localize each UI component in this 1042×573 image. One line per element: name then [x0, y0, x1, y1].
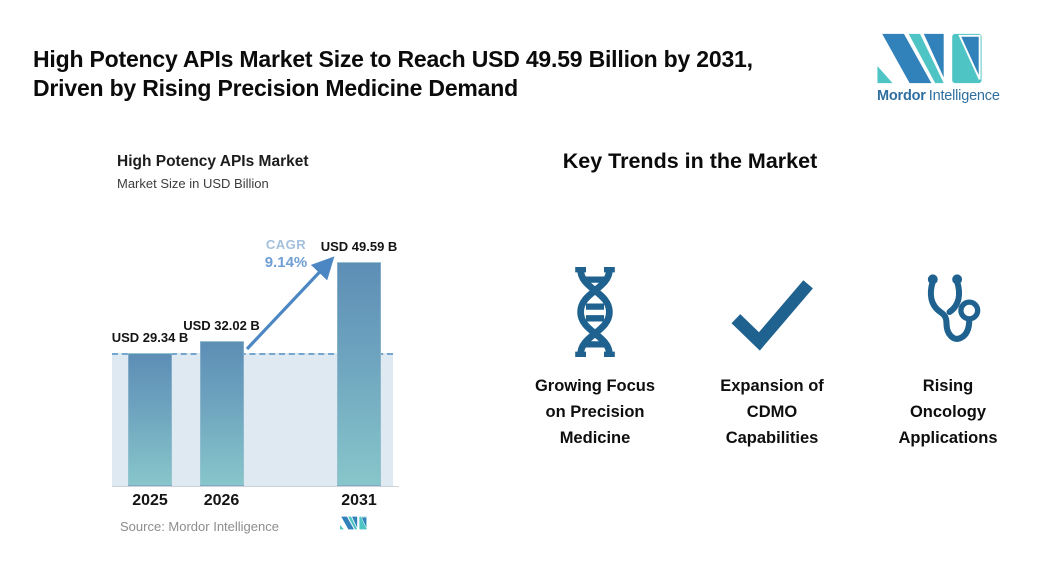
page-title-line1: High Potency APIs Market Size to Reach U… [33, 46, 753, 73]
trend-item-precision-medicine: Growing Focus on Precision Medicine [500, 258, 690, 451]
cagr-growth-arrow-icon [245, 256, 335, 351]
trend-caption: Expansion of CDMO Capabilities [677, 373, 867, 451]
trend-caption-line: on Precision [545, 403, 645, 421]
bar-value-label: USD 49.59 B [320, 239, 398, 254]
trend-caption-line: Capabilities [725, 429, 819, 447]
brand-name: Mordor Intelligence [877, 88, 1000, 104]
trend-icon-box [500, 258, 690, 366]
source-text: Source: Mordor Intelligence [120, 519, 279, 534]
bar-2025 [128, 353, 172, 486]
bar-2031 [337, 262, 381, 486]
x-axis-line [112, 486, 399, 487]
trend-caption: Growing Focus on Precision Medicine [500, 373, 690, 451]
mordor-logo-small-icon [340, 516, 367, 530]
checkmark-icon [731, 280, 813, 351]
trend-caption-line: Applications [898, 429, 998, 447]
trend-caption: Rising Oncology Applications [853, 373, 1042, 451]
bar-value-label: USD 29.34 B [111, 330, 189, 346]
mordor-logo-icon [877, 33, 982, 84]
axis-label-2025: 2025 [132, 492, 168, 509]
trend-item-oncology: Rising Oncology Applications [853, 258, 1042, 451]
trend-icon-box [677, 258, 867, 366]
trend-item-cdmo: Expansion of CDMO Capabilities [677, 258, 867, 451]
trends-heading: Key Trends in the Market [562, 148, 818, 173]
trend-caption-line: Medicine [559, 429, 631, 447]
cagr-value: 9.14% [264, 254, 308, 271]
brand-name-regular: Intelligence [928, 88, 1000, 104]
dna-icon [575, 267, 615, 357]
trend-caption-line: Expansion of [720, 377, 824, 395]
bar-2026 [199, 341, 244, 486]
trend-caption-line: Growing Focus [534, 377, 656, 395]
chart-title: High Potency APIs Market [117, 153, 309, 170]
page-title-line2: Driven by Rising Precision Medicine Dema… [33, 75, 518, 102]
trend-caption-line: Oncology [909, 403, 987, 421]
trend-caption-line: Rising [922, 377, 974, 395]
bar-value-label: USD 32.02 B [183, 318, 260, 334]
axis-label-2031: 2031 [341, 492, 377, 509]
chart-subtitle: Market Size in USD Billion [117, 176, 269, 191]
stethoscope-icon [927, 274, 981, 342]
page-title: High Potency APIs Market Size to Reach U… [33, 45, 863, 103]
cagr-annotation: CAGR 9.14% [246, 237, 326, 271]
axis-label-2026: 2026 [203, 492, 240, 509]
brand-logo: Mordor Intelligence [877, 32, 1000, 104]
trend-caption-line: CDMO [746, 403, 798, 421]
trend-icon-box [853, 258, 1042, 366]
brand-name-bold: Mordor [877, 88, 926, 104]
cagr-label: CAGR [265, 237, 307, 252]
